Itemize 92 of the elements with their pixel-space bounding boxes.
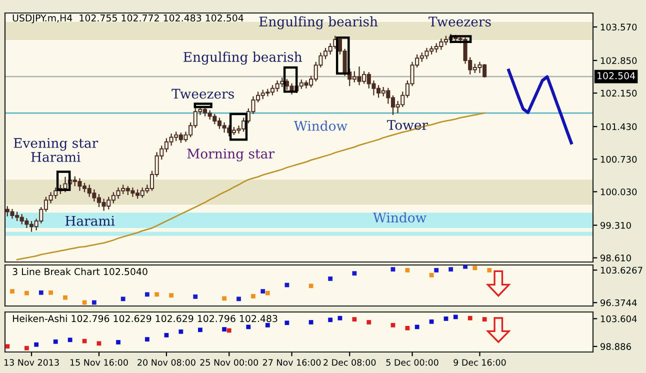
annotation: Engulfing bearish <box>184 52 302 65</box>
chart-title: 3 Line Break Chart 102.5040 <box>12 268 148 276</box>
point <box>178 329 184 334</box>
point <box>487 268 492 272</box>
point <box>390 322 396 328</box>
point <box>463 265 468 269</box>
point <box>82 338 87 344</box>
point <box>116 340 120 344</box>
point <box>236 296 241 302</box>
y-tick-label: 102.150 <box>600 90 637 97</box>
x-tick-label: 25 Nov 00:00 <box>200 359 258 366</box>
point <box>198 328 202 332</box>
point <box>405 326 410 330</box>
point <box>63 295 68 300</box>
point <box>352 271 357 276</box>
point <box>405 268 410 272</box>
point <box>38 290 44 295</box>
point <box>169 293 174 298</box>
point <box>24 346 29 350</box>
point <box>429 319 434 324</box>
point <box>193 294 198 299</box>
x-tick-label: 13 Nov 2013 <box>4 359 59 366</box>
x-tick-label: 5 Dec 00:00 <box>386 359 438 366</box>
chart-title: Heiken-Ashi 102.796 102.629 102.629 102.796 102.483 <box>12 314 278 322</box>
point <box>468 316 472 320</box>
point <box>284 320 290 326</box>
point <box>120 296 126 302</box>
point <box>246 324 251 330</box>
point <box>453 314 458 320</box>
x-tick-label: 20 Nov 08:00 <box>138 359 196 366</box>
point <box>154 292 160 297</box>
point <box>5 344 10 349</box>
annotation: Window <box>372 212 426 223</box>
y-tick-label: 103.6267 <box>600 266 642 274</box>
point <box>144 337 150 342</box>
annotation: Tower <box>387 120 428 130</box>
y-tick-label: 96.3744 <box>600 299 637 306</box>
point <box>366 320 372 324</box>
y-tick-label: 100.730 <box>600 156 637 163</box>
point <box>92 300 96 305</box>
y-tick-label: 101.430 <box>600 123 637 130</box>
point <box>222 296 226 301</box>
x-tick-label: 15 Nov 16:00 <box>70 359 128 366</box>
y-tick-label: 102.850 <box>600 57 637 64</box>
x-tick-label: 2 Dec 08:00 <box>324 359 376 366</box>
point <box>222 327 226 332</box>
point <box>53 339 58 344</box>
y-tick-label: 98.610 <box>600 254 631 262</box>
point <box>429 272 434 278</box>
point <box>265 290 270 296</box>
point <box>260 289 266 294</box>
point <box>308 320 314 324</box>
annotation: Window <box>294 120 348 131</box>
point <box>10 289 14 294</box>
annotation: Tweezers <box>428 16 491 27</box>
point <box>34 342 39 347</box>
point <box>96 341 102 346</box>
ref-line-label: 102.504 <box>598 72 636 80</box>
point <box>265 322 270 328</box>
y-tick-label: 99.310 <box>600 222 631 229</box>
point <box>448 267 454 272</box>
point <box>472 266 478 270</box>
point <box>251 294 256 298</box>
point <box>444 316 448 321</box>
y-tick-label: 100.030 <box>600 188 637 196</box>
point <box>164 332 169 338</box>
point <box>328 276 333 281</box>
point <box>434 268 439 272</box>
annotation: Harami <box>65 216 115 226</box>
point <box>144 292 150 297</box>
point <box>338 316 342 320</box>
y-tick-label: 103.570 <box>600 24 637 31</box>
annotation: Tweezers <box>172 88 234 99</box>
point <box>414 324 420 330</box>
x-tick-label: 27 Nov 16:00 <box>262 359 321 366</box>
y-tick-label: 98.886 <box>600 343 631 350</box>
point <box>308 284 314 288</box>
point <box>68 338 72 342</box>
y-tick-label: 103.604 <box>600 315 637 322</box>
chart-title: USDJPY.m,H4 102.755 102.772 102.483 102.504 <box>12 14 244 24</box>
point <box>24 290 29 296</box>
point <box>352 317 357 322</box>
point <box>48 290 53 295</box>
point <box>390 267 396 272</box>
point <box>226 328 232 333</box>
line-series <box>507 68 573 144</box>
annotation: Evening star Harami <box>14 138 98 162</box>
annotation: Engulfing bearish <box>259 16 378 30</box>
annotation: Morning star <box>187 148 274 162</box>
point <box>482 317 487 322</box>
x-tick-label: 9 Dec 16:00 <box>454 359 506 366</box>
point <box>328 318 333 322</box>
